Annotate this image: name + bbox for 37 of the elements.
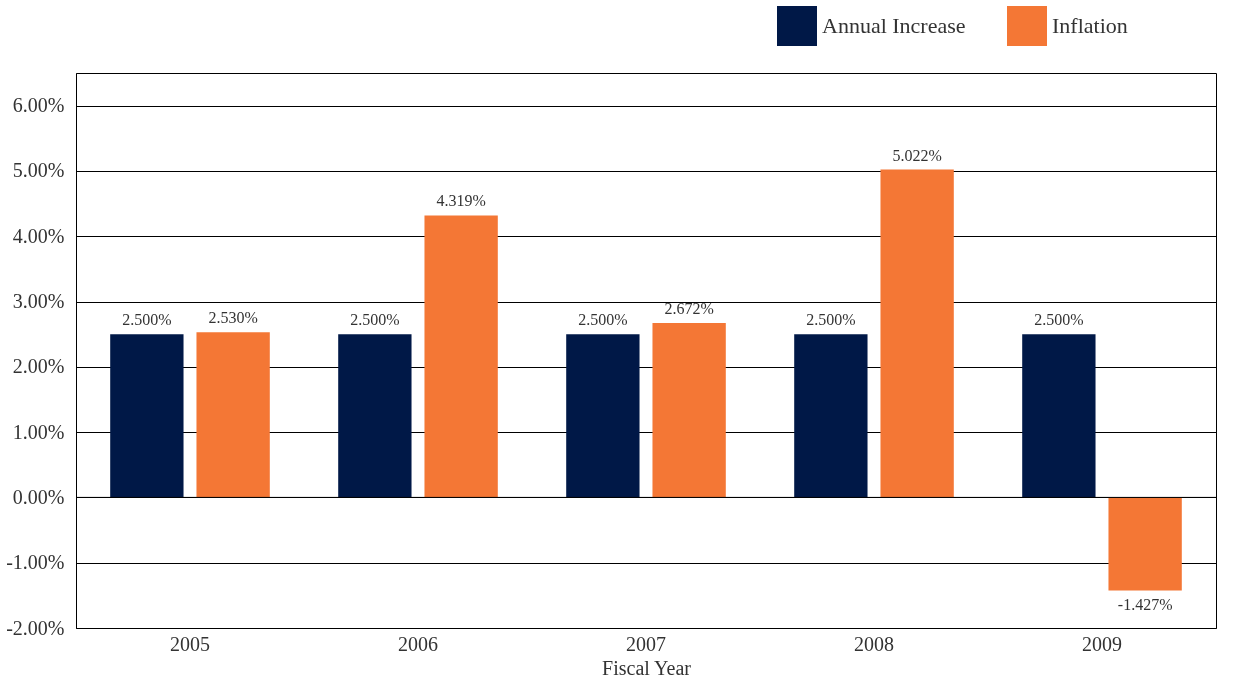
bar [424,215,498,498]
bar [566,334,640,498]
x-tick-label: 2009 [1082,632,1122,655]
data-label: 2.500% [350,311,400,329]
legend-label: Annual Increase [822,13,966,38]
y-tick-label: -1.00% [6,551,65,574]
y-tick-label: 4.00% [12,224,65,247]
data-label: 2.500% [122,311,172,329]
y-tick-label: 6.00% [12,94,65,117]
data-label: 5.022% [892,146,942,164]
x-tick-label: 2008 [854,632,894,655]
bar [1108,497,1182,591]
data-label: 2.672% [664,299,714,317]
y-tick-label: -2.00% [6,616,65,639]
data-label: 4.319% [436,192,486,210]
y-tick-label: 2.00% [12,355,65,378]
bar [338,334,412,498]
x-tick-label: 2006 [398,632,438,655]
bar [794,334,868,498]
y-tick-label: 5.00% [12,159,65,182]
legend-label: Inflation [1052,13,1128,38]
y-tick-label: 0.00% [12,485,65,508]
bar [880,169,954,498]
y-tick-label: 1.00% [12,420,65,443]
bar [110,334,184,498]
y-tick-label: 3.00% [12,290,65,313]
x-tick-label: 2007 [626,632,666,655]
bar [1022,334,1096,498]
bar [196,332,270,498]
x-axis-title: Fiscal Year [602,656,692,679]
bar [652,322,726,498]
data-label: 2.500% [1034,311,1084,329]
x-tick-label: 2005 [170,632,210,655]
data-label: 2.500% [806,311,856,329]
data-label: 2.530% [208,309,258,327]
data-label: 2.500% [578,311,628,329]
data-label: -1.427% [1117,595,1173,613]
